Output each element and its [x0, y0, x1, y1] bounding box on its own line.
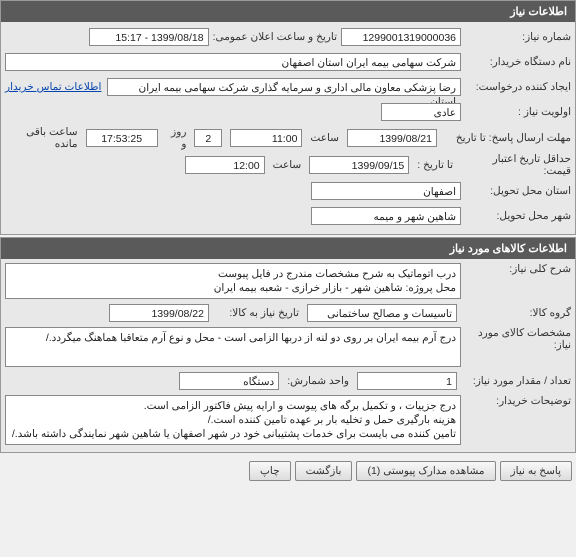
goods-info-body: شرح کلی نیاز: درب اتوماتیک به شرح مشخصات…: [1, 259, 575, 452]
org-label: نام دستگاه خریدار:: [461, 56, 571, 68]
city-value: شاهین شهر و میمه: [311, 207, 461, 225]
valid-to-label: تا تاریخ :: [413, 159, 457, 171]
city-label: شهر محل تحویل:: [461, 210, 571, 222]
announce-value: 1399/08/18 - 15:17: [89, 28, 209, 46]
deadline-label: مهلت ارسال پاسخ: تا تاریخ: [441, 132, 571, 144]
row-city: شهر محل تحویل: شاهین شهر و میمه: [5, 205, 571, 227]
row-creator: ایجاد کننده درخواست: رضا پزشکی معاون مال…: [5, 76, 571, 98]
group-value: تاسیسات و مصالح ساختمانی: [307, 304, 457, 322]
unit-label: واحد شمارش:: [283, 375, 353, 387]
row-priority: اولویت نیاز : عادی: [5, 101, 571, 123]
row-org: نام دستگاه خریدار: شرکت سهامی بیمه ایران…: [5, 51, 571, 73]
creator-label: ایجاد کننده درخواست:: [461, 81, 571, 93]
deadline-time: 11:00: [230, 129, 302, 147]
deadline-time-label: ساعت: [306, 132, 343, 144]
reply-button[interactable]: پاسخ به نیاز: [500, 461, 572, 481]
org-value: شرکت سهامی بیمه ایران استان اصفهان: [5, 53, 461, 71]
row-desc: شرح کلی نیاز: درب اتوماتیک به شرح مشخصات…: [5, 263, 571, 299]
deadline-date: 1399/08/21: [347, 129, 437, 147]
need-info-header: اطلاعات نیاز: [1, 1, 575, 22]
desc-label: شرح کلی نیاز:: [461, 263, 571, 275]
row-group: گروه کالا: تاسیسات و مصالح ساختمانی تاری…: [5, 302, 571, 324]
remain-label: ساعت باقی مانده: [5, 126, 82, 150]
delivery-value: 1399/08/22: [109, 304, 209, 322]
goods-info-panel: اطلاعات کالاهای مورد نیاز شرح کلی نیاز: …: [0, 237, 576, 453]
remain-days-label: روز و: [162, 126, 191, 150]
desc-value: درب اتوماتیک به شرح مشخصات مندرج در فایل…: [5, 263, 461, 299]
unit-value: دستگاه: [179, 372, 279, 390]
valid-time-label: ساعت: [269, 159, 306, 171]
req-no-label: شماره نیاز:: [461, 31, 571, 43]
valid-time: 12:00: [185, 156, 265, 174]
notes-label: توضیحات خریدار:: [461, 395, 571, 407]
attachments-button[interactable]: مشاهده مدارک پیوستی (1): [356, 461, 495, 481]
need-info-body: شماره نیاز: 1299001319000036 تاریخ و ساع…: [1, 22, 575, 234]
remain-days: 2: [194, 129, 222, 147]
button-bar: پاسخ به نیاز مشاهده مدارک پیوستی (1) باز…: [0, 455, 576, 487]
row-valid: حداقل تاریخ اعتبار قیمت: تا تاریخ : 1399…: [5, 153, 571, 177]
province-value: اصفهان: [311, 182, 461, 200]
row-province: استان محل تحویل: اصفهان: [5, 180, 571, 202]
row-notes: توضیحات خریدار: درج جزییات ، و تکمیل برگ…: [5, 395, 571, 445]
row-deadline: مهلت ارسال پاسخ: تا تاریخ 1399/08/21 ساع…: [5, 126, 571, 150]
qty-value: 1: [357, 372, 457, 390]
req-no-value: 1299001319000036: [341, 28, 461, 46]
priority-value: عادی: [381, 103, 461, 121]
valid-date: 1399/09/15: [309, 156, 409, 174]
goods-info-header: اطلاعات کالاهای مورد نیاز: [1, 238, 575, 259]
creator-value: رضا پزشکی معاون مالی اداری و سرمایه گذار…: [107, 78, 461, 96]
contact-link[interactable]: اطلاعات تماس خریدار: [5, 81, 107, 93]
row-req-no: شماره نیاز: 1299001319000036 تاریخ و ساع…: [5, 26, 571, 48]
announce-label: تاریخ و ساعت اعلان عمومی:: [209, 31, 341, 43]
need-info-panel: اطلاعات نیاز شماره نیاز: 129900131900003…: [0, 0, 576, 235]
print-button[interactable]: چاپ: [249, 461, 291, 481]
province-label: استان محل تحویل:: [461, 185, 571, 197]
spec-label: مشخصات کالای مورد نیاز:: [461, 327, 571, 351]
remain-time: 17:53:25: [86, 129, 158, 147]
valid-label: حداقل تاریخ اعتبار قیمت:: [461, 153, 571, 177]
group-label: گروه کالا:: [461, 307, 571, 319]
row-qty: تعداد / مقدار مورد نیاز: 1 واحد شمارش: د…: [5, 370, 571, 392]
notes-value: درج جزییات ، و تکمیل برگه های پیوست و ار…: [5, 395, 461, 445]
spec-value: درج آرم بیمه ایران بر روی دو لنه از دربه…: [5, 327, 461, 367]
delivery-label: تاریخ نیاز به کالا:: [213, 307, 303, 319]
back-button[interactable]: بازگشت: [295, 461, 353, 481]
priority-label: اولویت نیاز :: [461, 106, 571, 118]
qty-label: تعداد / مقدار مورد نیاز:: [461, 375, 571, 387]
row-spec: مشخصات کالای مورد نیاز: درج آرم بیمه ایر…: [5, 327, 571, 367]
